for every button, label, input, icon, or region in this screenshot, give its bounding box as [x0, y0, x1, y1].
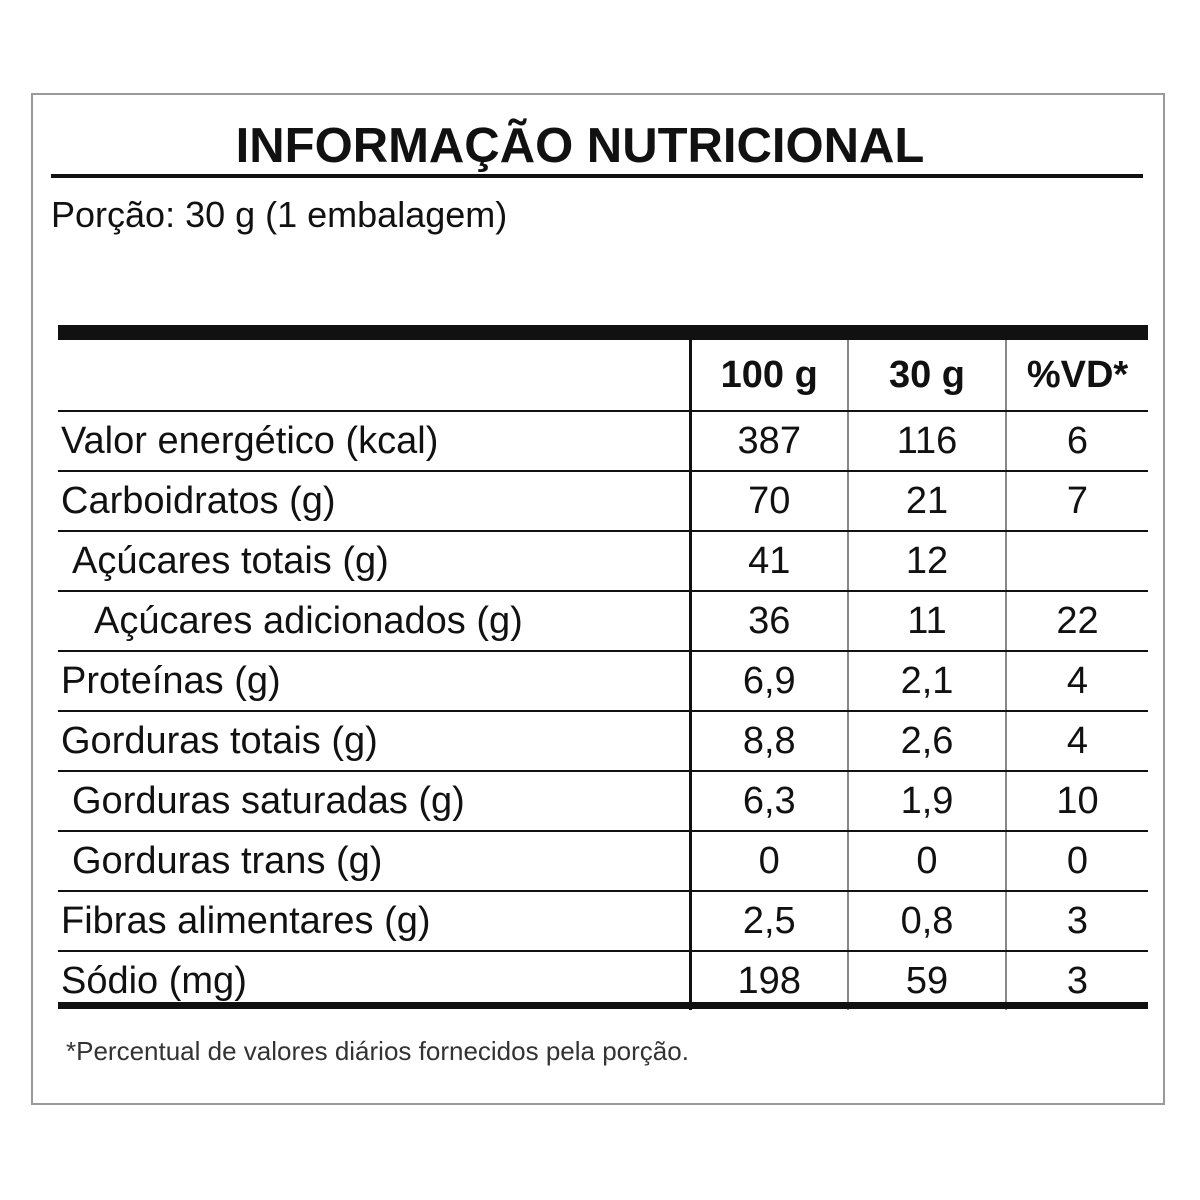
nutrient-label: Açúcares totais (g) [58, 531, 690, 592]
value-per-portion: 59 [847, 951, 1006, 1010]
value-per-portion: 0,8 [847, 891, 1006, 952]
value-daily-percent: 4 [1005, 651, 1148, 712]
nutrition-facts-panel: INFORMAÇÃO NUTRICIONAL Porção: 30 g (1 e… [31, 93, 1165, 1105]
nutrient-label: Valor energético (kcal) [58, 411, 690, 472]
value-per-100g: 387 [688, 411, 848, 472]
value-daily-percent: 22 [1005, 591, 1148, 652]
daily-value-footnote: *Percentual de valores diários fornecido… [66, 1036, 689, 1066]
value-daily-percent [1005, 531, 1148, 592]
portion-size: Porção: 30 g (1 embalagem) [51, 194, 508, 235]
header-daily-value: %VD* [1005, 340, 1148, 412]
value-daily-percent: 6 [1005, 411, 1148, 472]
value-per-100g: 6,3 [688, 771, 848, 832]
value-per-portion: 1,9 [847, 771, 1006, 832]
nutrient-label: Carboidratos (g) [58, 471, 690, 532]
value-daily-percent: 3 [1005, 951, 1148, 1010]
table-header-row: 100 g 30 g %VD* [58, 340, 1148, 412]
nutrient-label: Gorduras trans (g) [58, 831, 690, 892]
value-per-portion: 2,1 [847, 651, 1006, 712]
value-per-100g: 36 [688, 591, 848, 652]
value-per-portion: 116 [847, 411, 1006, 472]
value-per-portion: 11 [847, 591, 1006, 652]
value-per-100g: 198 [688, 951, 848, 1010]
nutrition-table: 100 g 30 g %VD* Valor energético (kcal) … [58, 340, 1148, 1010]
table-row: Açúcares totais (g) 41 12 [58, 531, 1148, 592]
value-per-100g: 6,9 [688, 651, 848, 712]
table-row: Açúcares adicionados (g) 36 11 22 [58, 591, 1148, 652]
value-per-portion: 21 [847, 471, 1006, 532]
header-per-portion: 30 g [847, 340, 1006, 412]
title-divider [51, 174, 1143, 178]
table-row: Fibras alimentares (g) 2,5 0,8 3 [58, 891, 1148, 952]
header-per-100g: 100 g [688, 340, 848, 412]
value-per-portion: 2,6 [847, 711, 1006, 772]
nutrient-label: Proteínas (g) [58, 651, 690, 712]
table-bottom-divider [58, 1002, 1148, 1009]
value-per-100g: 2,5 [688, 891, 848, 952]
label-title: INFORMAÇÃO NUTRICIONAL [235, 119, 925, 173]
value-daily-percent: 0 [1005, 831, 1148, 892]
value-daily-percent: 4 [1005, 711, 1148, 772]
header-thick-divider [58, 325, 1148, 340]
value-per-100g: 0 [688, 831, 848, 892]
value-per-portion: 12 [847, 531, 1006, 592]
header-nutrient [58, 340, 690, 412]
value-daily-percent: 10 [1005, 771, 1148, 832]
value-per-100g: 70 [688, 471, 848, 532]
value-daily-percent: 7 [1005, 471, 1148, 532]
value-per-portion: 0 [847, 831, 1006, 892]
table-row: Valor energético (kcal) 387 116 6 [58, 411, 1148, 472]
table-row: Gorduras saturadas (g) 6,3 1,9 10 [58, 771, 1148, 832]
value-per-100g: 41 [688, 531, 848, 592]
table-row: Sódio (mg) 198 59 3 [58, 951, 1148, 1010]
value-daily-percent: 3 [1005, 891, 1148, 952]
table-row: Gorduras trans (g) 0 0 0 [58, 831, 1148, 892]
table-row: Proteínas (g) 6,9 2,1 4 [58, 651, 1148, 712]
nutrient-label: Gorduras totais (g) [58, 711, 690, 772]
nutrient-label: Fibras alimentares (g) [58, 891, 690, 952]
nutrient-label: Açúcares adicionados (g) [58, 591, 690, 652]
nutrient-label: Gorduras saturadas (g) [58, 771, 690, 832]
value-per-100g: 8,8 [688, 711, 848, 772]
table-row: Gorduras totais (g) 8,8 2,6 4 [58, 711, 1148, 772]
nutrient-label: Sódio (mg) [61, 960, 247, 1002]
table-row: Carboidratos (g) 70 21 7 [58, 471, 1148, 532]
